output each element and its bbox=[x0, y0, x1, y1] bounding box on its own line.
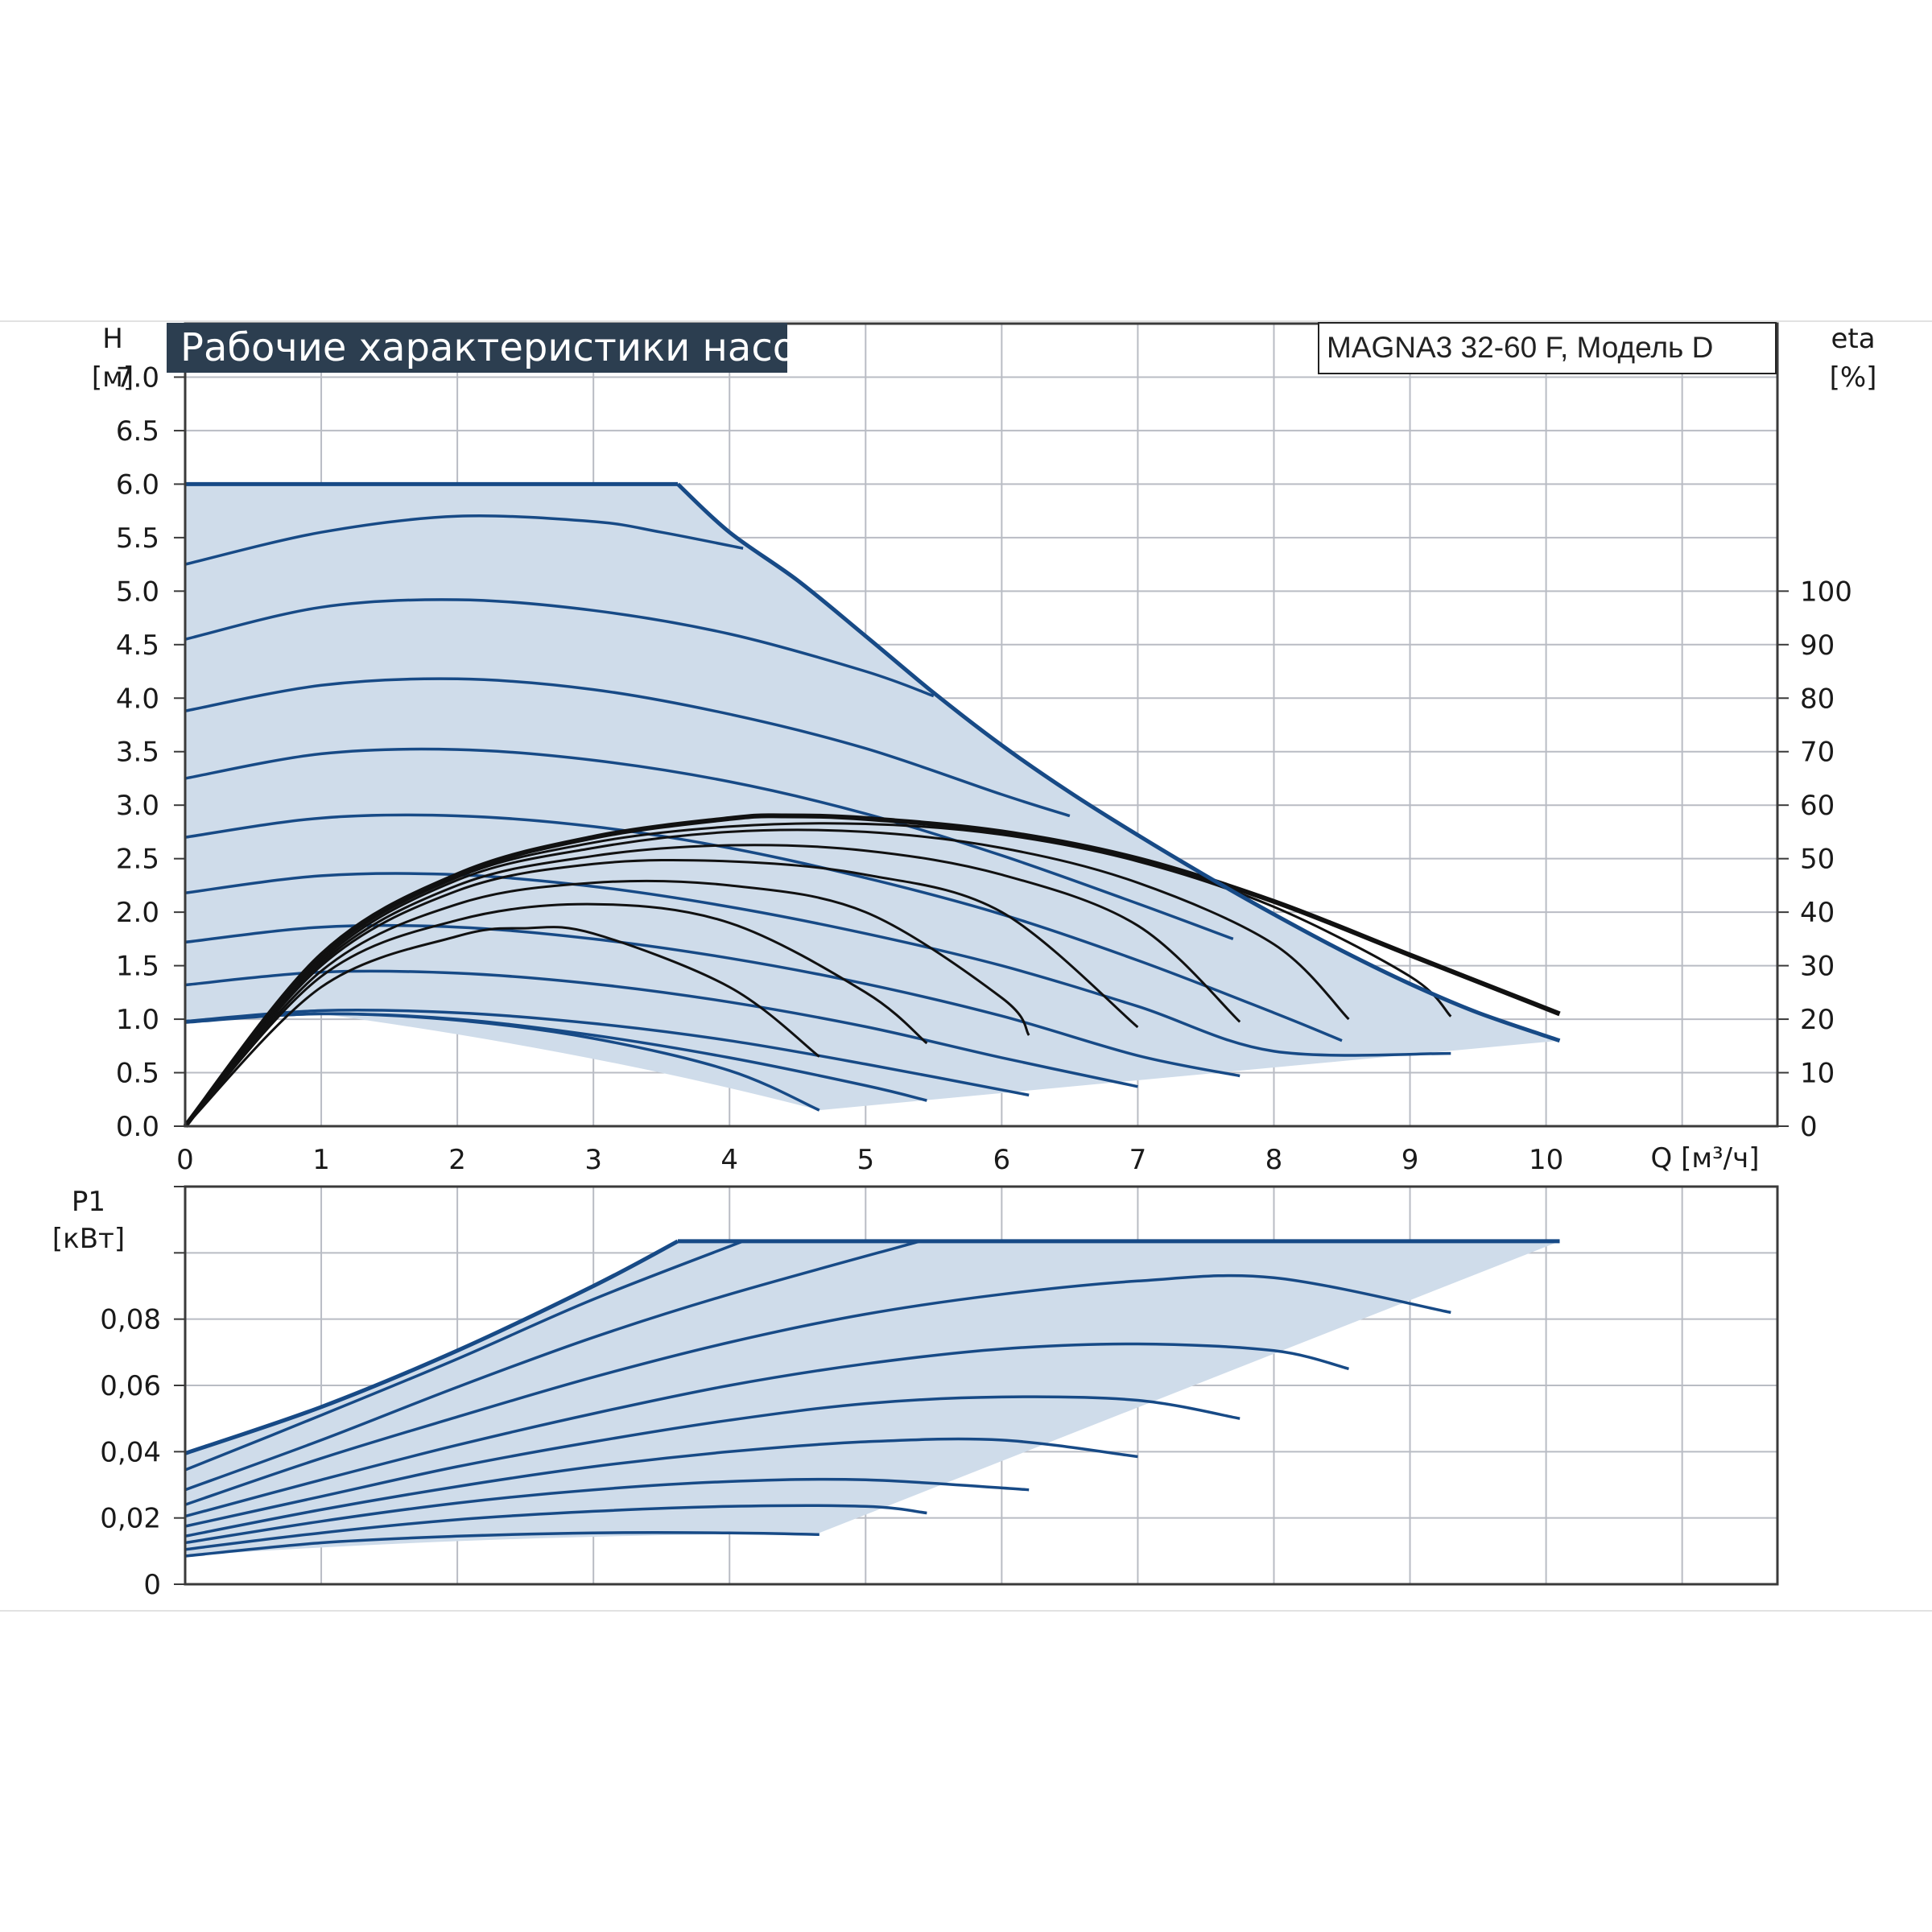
head-tick-label: 3.5 bbox=[116, 737, 159, 769]
head-curve-8 bbox=[184, 969, 1138, 1088]
eta-tick-label: 60 bbox=[1800, 790, 1835, 822]
power-panel bbox=[184, 1185, 1779, 1586]
y-axis-unit-h: [м] bbox=[92, 361, 134, 394]
eta-tick-label: 50 bbox=[1800, 844, 1835, 876]
power-tick-label: 0 bbox=[143, 1569, 161, 1601]
flow-tick-label: 8 bbox=[1265, 1144, 1283, 1176]
head-curve-2 bbox=[184, 598, 935, 698]
head-plot-frame bbox=[184, 322, 1779, 1128]
flow-tick-label: 6 bbox=[993, 1144, 1011, 1176]
head-tick-label: 6.0 bbox=[116, 469, 159, 501]
eta-tick-label: 90 bbox=[1800, 630, 1835, 662]
head-curve-5 bbox=[184, 813, 1343, 1042]
head-curve-1 bbox=[184, 514, 744, 566]
y-axis-unit-eta: [%] bbox=[1830, 361, 1877, 394]
y-axis-label-p1: P1 bbox=[72, 1186, 105, 1218]
flow-tick-label: 9 bbox=[1402, 1144, 1419, 1176]
head-tick-label: 3.0 bbox=[116, 790, 159, 822]
power-tick-label: 0,02 bbox=[100, 1503, 161, 1535]
x-axis-label-q: Q [м³/ч] bbox=[1651, 1142, 1760, 1174]
head-curve-3 bbox=[184, 677, 1071, 818]
title-bar bbox=[167, 323, 787, 373]
power-tick-label: 0,04 bbox=[100, 1436, 161, 1468]
power-curve-7 bbox=[184, 1477, 1030, 1545]
head-curves bbox=[184, 514, 1451, 1112]
model-label: MAGNA3 32-60 F, Модель D bbox=[1327, 331, 1713, 364]
efficiency-curve-5 bbox=[184, 858, 1139, 1127]
power-y-ticks: 0 0,02 0,04 0,06 0,08 bbox=[100, 1186, 185, 1601]
eta-tick-label: 100 bbox=[1800, 576, 1852, 608]
max-head-curve bbox=[676, 482, 1561, 1043]
max-power-curve bbox=[184, 1239, 679, 1455]
flow-tick-label: 3 bbox=[584, 1144, 602, 1176]
efficiency-curve-4 bbox=[184, 844, 1241, 1127]
head-curve-9 bbox=[184, 1008, 1030, 1097]
head-tick-label: 1.5 bbox=[116, 951, 159, 983]
chart-title: Рабочие характеристики насоса bbox=[180, 325, 841, 370]
power-curve-5 bbox=[184, 1395, 1241, 1528]
operating-range-area bbox=[185, 484, 1560, 1111]
power-tick-label: 0,08 bbox=[100, 1304, 161, 1336]
model-box bbox=[1318, 322, 1777, 374]
head-curve-11 bbox=[184, 1012, 820, 1112]
efficiency-curve-2 bbox=[184, 822, 1452, 1127]
power-curve-8 bbox=[184, 1504, 927, 1551]
head-tick-label: 6.5 bbox=[116, 415, 159, 448]
head-tick-label: 0.5 bbox=[116, 1058, 159, 1090]
y-axis-label-h: H bbox=[102, 323, 123, 355]
efficiency-curve-1 bbox=[183, 813, 1561, 1128]
head-y-ticks: 0.0 0.5 1.0 1.5 2.0 2.5 3.0 3.5 4.0 4.5 5.0 5.5 6.0 6… bbox=[116, 361, 185, 1143]
efficiency-curve-6 bbox=[184, 879, 1030, 1127]
flow-tick-label: 4 bbox=[720, 1144, 738, 1176]
head-curve-6 bbox=[184, 872, 1451, 1057]
flow-tick-label: 0 bbox=[176, 1144, 194, 1176]
head-tick-label: 2.5 bbox=[116, 844, 159, 876]
power-curves bbox=[184, 1240, 1451, 1558]
eta-tick-label: 70 bbox=[1800, 737, 1835, 769]
head-tick-label: 7.0 bbox=[116, 361, 159, 394]
power-range-area bbox=[185, 1241, 1560, 1557]
flow-x-ticks: 0 1 2 3 4 5 6 7 8 9 10 bbox=[176, 1144, 1563, 1176]
flow-tick-label: 2 bbox=[448, 1144, 466, 1176]
head-tick-label: 5.0 bbox=[116, 576, 159, 608]
flow-tick-label: 7 bbox=[1129, 1144, 1147, 1176]
head-tick-label: 5.5 bbox=[116, 522, 159, 555]
max-power-envelope bbox=[184, 1239, 1560, 1455]
eta-tick-label: 30 bbox=[1800, 951, 1835, 983]
operating-range-fill bbox=[185, 484, 1560, 1111]
efficiency-curve-7 bbox=[184, 902, 928, 1128]
efficiency-y-ticks: 0 10 20 30 40 50 60 70 80 90 100 bbox=[1777, 576, 1852, 1143]
power-range-fill bbox=[185, 1241, 1560, 1557]
y-axis-unit-p1: [кВт] bbox=[52, 1223, 125, 1255]
max-head-envelope bbox=[185, 481, 1561, 1043]
head-panel bbox=[183, 322, 1779, 1128]
power-curve-2 bbox=[184, 1240, 921, 1492]
eta-tick-label: 80 bbox=[1800, 683, 1835, 715]
head-tick-label: 1.0 bbox=[116, 1004, 159, 1036]
flow-tick-label: 5 bbox=[857, 1144, 874, 1176]
power-tick-label: 0,06 bbox=[100, 1370, 161, 1402]
y-axis-label-eta: eta bbox=[1831, 323, 1875, 355]
flow-tick-label: 1 bbox=[312, 1144, 330, 1176]
head-tick-label: 0.0 bbox=[116, 1111, 159, 1143]
head-curve-4 bbox=[184, 747, 1234, 941]
eta-tick-label: 40 bbox=[1800, 897, 1835, 929]
power-curve-4 bbox=[184, 1342, 1349, 1518]
eta-tick-label: 10 bbox=[1800, 1058, 1835, 1090]
power-curve-6 bbox=[184, 1437, 1138, 1538]
eta-tick-label: 20 bbox=[1800, 1004, 1835, 1036]
head-tick-label: 2.0 bbox=[116, 897, 159, 929]
power-curve-9 bbox=[184, 1531, 819, 1558]
efficiency-curves bbox=[183, 813, 1561, 1128]
head-tick-label: 4.5 bbox=[116, 630, 159, 662]
power-curve-3 bbox=[184, 1274, 1451, 1506]
power-curve-1 bbox=[184, 1240, 744, 1472]
efficiency-curve-3 bbox=[184, 828, 1350, 1127]
efficiency-curve-8 bbox=[184, 926, 820, 1128]
flow-tick-label: 10 bbox=[1529, 1144, 1563, 1176]
eta-tick-label: 0 bbox=[1800, 1111, 1818, 1143]
head-tick-label: 4.0 bbox=[116, 683, 159, 715]
